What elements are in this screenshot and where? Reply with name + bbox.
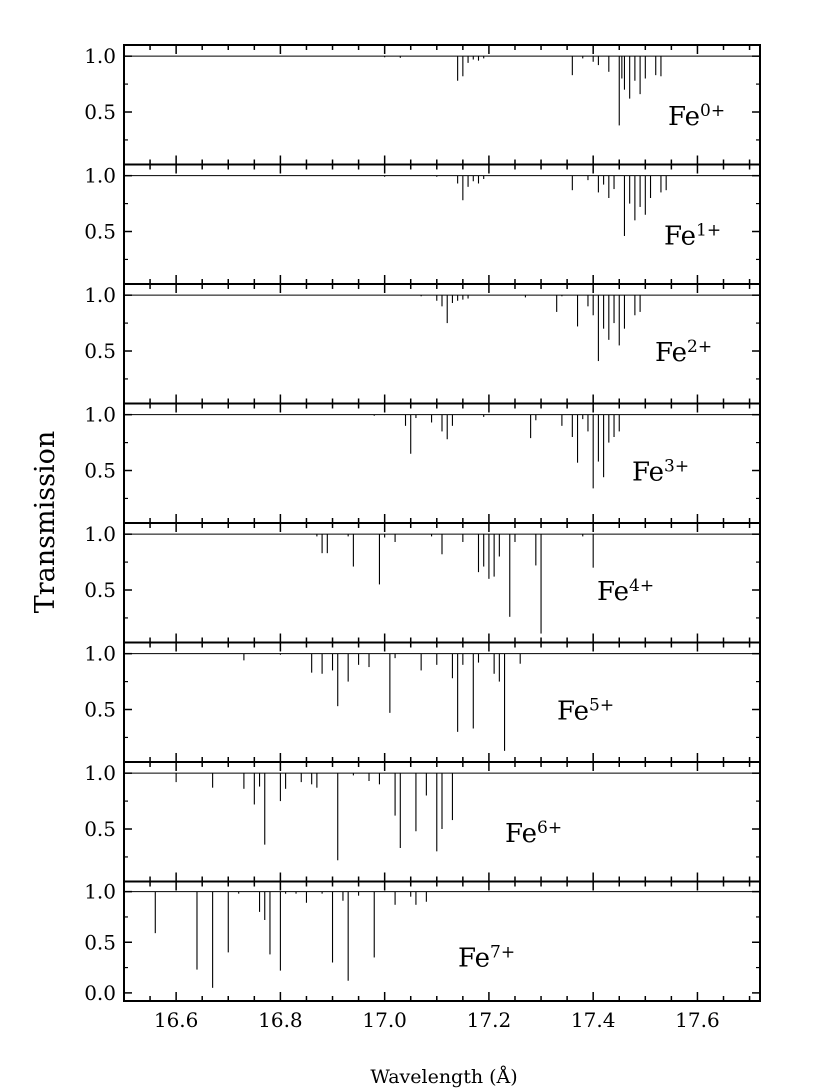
y-tick-label: 1.0 (84, 522, 116, 546)
x-tick-label: 16.6 (154, 1008, 199, 1032)
x-tick-label: 17.4 (571, 1008, 616, 1032)
y-tick-label: 0.5 (84, 339, 116, 363)
ion-label: Fe4+ (597, 576, 654, 607)
y-tick-label: 1.0 (84, 642, 116, 666)
panel-8: 1.0 0.5 0.0 Fe7+ (84, 880, 761, 1005)
y-tick-label: 0.5 (84, 930, 116, 954)
panel-7: 1.0 0.5 Fe6+ (84, 761, 761, 883)
ion-label: Fe1+ (664, 221, 721, 252)
panel-frame (123, 641, 761, 763)
panel-4: 1.0 0.5 Fe3+ (84, 402, 761, 524)
panel-2: 1.0 0.5 Fe1+ (84, 163, 761, 285)
x-tick-label: 16.8 (258, 1008, 303, 1032)
ion-label: Fe6+ (505, 818, 562, 849)
x-axis-label: Wavelength (Å) (370, 1066, 517, 1088)
x-tick-label: 17.2 (467, 1008, 512, 1032)
y-tick-label: 1.0 (84, 44, 116, 68)
panel-1: 1.0 0.5 Fe0+ (84, 44, 761, 166)
y-tick-label: 0.5 (84, 578, 116, 602)
panel-6: 1.0 0.5 Fe5+ (84, 641, 761, 763)
panel-5: 1.0 0.5 Fe4+ (84, 522, 761, 644)
y-axis-label: Transmission (30, 431, 61, 614)
panel-frame (123, 880, 761, 1002)
y-tick-label: 1.0 (84, 283, 116, 307)
panel-frame (123, 44, 761, 166)
y-tick-label: 1.0 (84, 403, 116, 427)
y-tick-label: 0.5 (84, 220, 116, 244)
y-tick-label: 0.5 (84, 817, 116, 841)
y-tick-label: 1.0 (84, 880, 116, 904)
y-tick-label: 0.5 (84, 100, 116, 124)
ion-label: Fe5+ (557, 696, 614, 727)
ion-label: Fe3+ (632, 457, 689, 488)
panels-group: 1.0 0.5 Fe0+ 1.0 0.5 Fe1+ 1.0 0.5 Fe2+ 1.0 0.5 Fe3+… (84, 44, 761, 1032)
y-tick-label: 0.5 (84, 459, 116, 483)
y-tick-label: 1.0 (84, 164, 116, 188)
y-tick-label: 0.0 (84, 981, 116, 1005)
ion-label: Fe0+ (668, 101, 725, 132)
panel-3: 1.0 0.5 Fe2+ (84, 283, 761, 405)
y-tick-label: 0.5 (84, 698, 116, 722)
x-tick-label: 17.0 (362, 1008, 407, 1032)
y-tick-label: 1.0 (84, 761, 116, 785)
ion-label: Fe2+ (655, 337, 712, 368)
ion-label: Fe7+ (458, 943, 515, 974)
x-tick-label: 17.6 (675, 1008, 720, 1032)
